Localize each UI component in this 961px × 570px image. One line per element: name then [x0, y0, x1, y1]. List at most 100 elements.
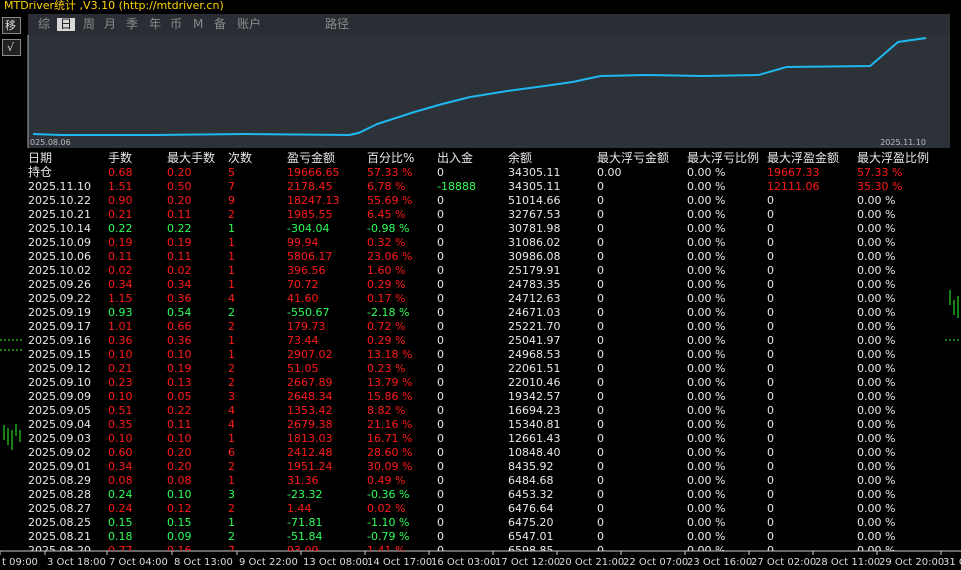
table-cell: 0: [767, 376, 774, 389]
column-header: 最大浮亏金额: [597, 151, 670, 165]
table-cell: 1: [228, 264, 235, 277]
table-cell: 0.00 %: [857, 432, 896, 445]
table-cell: 0.00 %: [687, 222, 726, 235]
table-cell: 0: [597, 544, 604, 551]
table-cell: 3: [228, 390, 235, 403]
column-header: 手数: [108, 151, 133, 165]
table-cell: 25221.70: [508, 320, 561, 333]
table-cell: 0.49 %: [367, 474, 406, 487]
tab[interactable]: 账户: [237, 17, 262, 31]
table-cell: 6476.64: [508, 502, 554, 515]
tab[interactable]: 路径: [325, 17, 350, 31]
table-cell: 2025.10.14: [28, 222, 91, 235]
table-cell: 2025.09.12: [28, 362, 91, 375]
tab[interactable]: 币: [170, 17, 183, 31]
table-cell: 0.10: [167, 488, 192, 501]
table-cell: -71.81: [287, 516, 323, 529]
table-cell: 2: [228, 376, 235, 389]
table-cell: 0.08: [108, 474, 133, 487]
table-cell: 23.06 %: [367, 250, 413, 263]
column-header: 最大手数: [167, 151, 216, 165]
table-cell: 5: [228, 166, 235, 179]
table-cell: 19342.57: [508, 390, 561, 403]
table-cell: 0: [597, 208, 604, 221]
tab[interactable]: 备: [214, 17, 227, 31]
table-cell: 6453.32: [508, 488, 554, 501]
table-cell: 0.00 %: [687, 488, 726, 501]
table-cell: 0: [437, 362, 444, 375]
side-button[interactable]: 移: [2, 17, 21, 34]
table-cell: 1.44: [287, 502, 312, 515]
table-cell: 2025.09.26: [28, 278, 91, 291]
table-cell: 0.10: [108, 432, 133, 445]
table-cell: 0: [437, 194, 444, 207]
time-label: 14 Oct 17:00: [367, 557, 432, 568]
table-cell: 31.36: [287, 474, 319, 487]
table-cell: 2: [228, 306, 235, 319]
table-cell: 1813.03: [287, 432, 333, 445]
table-cell: 0: [437, 208, 444, 221]
table-cell: 2: [228, 502, 235, 515]
time-label: 9 Oct 22:00: [239, 557, 298, 568]
table-cell: 0.00 %: [857, 404, 896, 417]
chart-background: [28, 35, 950, 148]
table-cell: 0.00 %: [857, 236, 896, 249]
tab[interactable]: 月: [104, 17, 117, 31]
table-cell: 396.56: [287, 264, 326, 277]
table-cell: 0.00 %: [687, 348, 726, 361]
table-cell: 41.60: [287, 292, 319, 305]
table-cell: 2025.09.19: [28, 306, 91, 319]
tab[interactable]: 季: [126, 17, 139, 31]
table-cell: 0: [437, 474, 444, 487]
table-cell: 0: [597, 376, 604, 389]
table-cell: 6484.68: [508, 474, 554, 487]
table-cell: 0.77: [108, 544, 133, 551]
time-label: t 09:00: [2, 557, 38, 568]
table-cell: 0: [437, 418, 444, 431]
table-cell: 0: [437, 446, 444, 459]
table-cell: 0.00 %: [687, 292, 726, 305]
table-cell: 0.00 %: [857, 530, 896, 543]
table-cell: 93.09: [287, 544, 319, 551]
table-cell: 0.00 %: [687, 404, 726, 417]
table-cell: 0: [437, 292, 444, 305]
table-cell: 0.10: [108, 348, 133, 361]
tab[interactable]: 综: [38, 17, 51, 31]
time-label: 16 Oct 03:00: [431, 557, 496, 568]
side-button[interactable]: √: [2, 39, 21, 56]
table-cell: 30986.08: [508, 250, 561, 263]
table-cell: 0: [437, 376, 444, 389]
table-cell: 8.82 %: [367, 404, 406, 417]
table-cell: 0: [597, 222, 604, 235]
table-cell: 0: [767, 306, 774, 319]
table-cell: 0.02: [108, 264, 133, 277]
table-cell: 2: [228, 362, 235, 375]
table-cell: 24968.53: [508, 348, 561, 361]
tab[interactable]: 年: [149, 17, 162, 31]
table-cell: 16.71 %: [367, 432, 413, 445]
table-cell: 25041.97: [508, 334, 561, 347]
table-cell: 2025.08.25: [28, 516, 91, 529]
table-cell: 2025.10.02: [28, 264, 91, 277]
table-cell: 0: [597, 474, 604, 487]
title: MTDriver统计 ,V3.10 (http://mtdriver.cn): [4, 0, 224, 12]
tab[interactable]: M: [193, 17, 204, 31]
table-cell: 0.00 %: [687, 194, 726, 207]
time-label: 7 Oct 04:00: [109, 557, 168, 568]
table-cell: 0.00 %: [857, 488, 896, 501]
table-cell: 34305.11: [508, 180, 561, 193]
table-cell: 0.35: [108, 418, 133, 431]
table-cell: 0.00 %: [687, 264, 726, 277]
table-cell: -304.04: [287, 222, 330, 235]
table-cell: 9: [228, 194, 235, 207]
table-cell: 0: [437, 306, 444, 319]
table-cell: 0.00: [597, 166, 622, 179]
tab[interactable]: 周: [83, 17, 96, 31]
table-cell: 0.02: [167, 264, 192, 277]
tab[interactable]: 日: [57, 18, 76, 31]
table-cell: 73.44: [287, 334, 319, 347]
column-header: 最大浮亏比例: [687, 151, 760, 165]
table-cell: 持仓: [28, 165, 53, 179]
table-cell: 0.00 %: [857, 390, 896, 403]
table-cell: 0.11: [167, 418, 192, 431]
